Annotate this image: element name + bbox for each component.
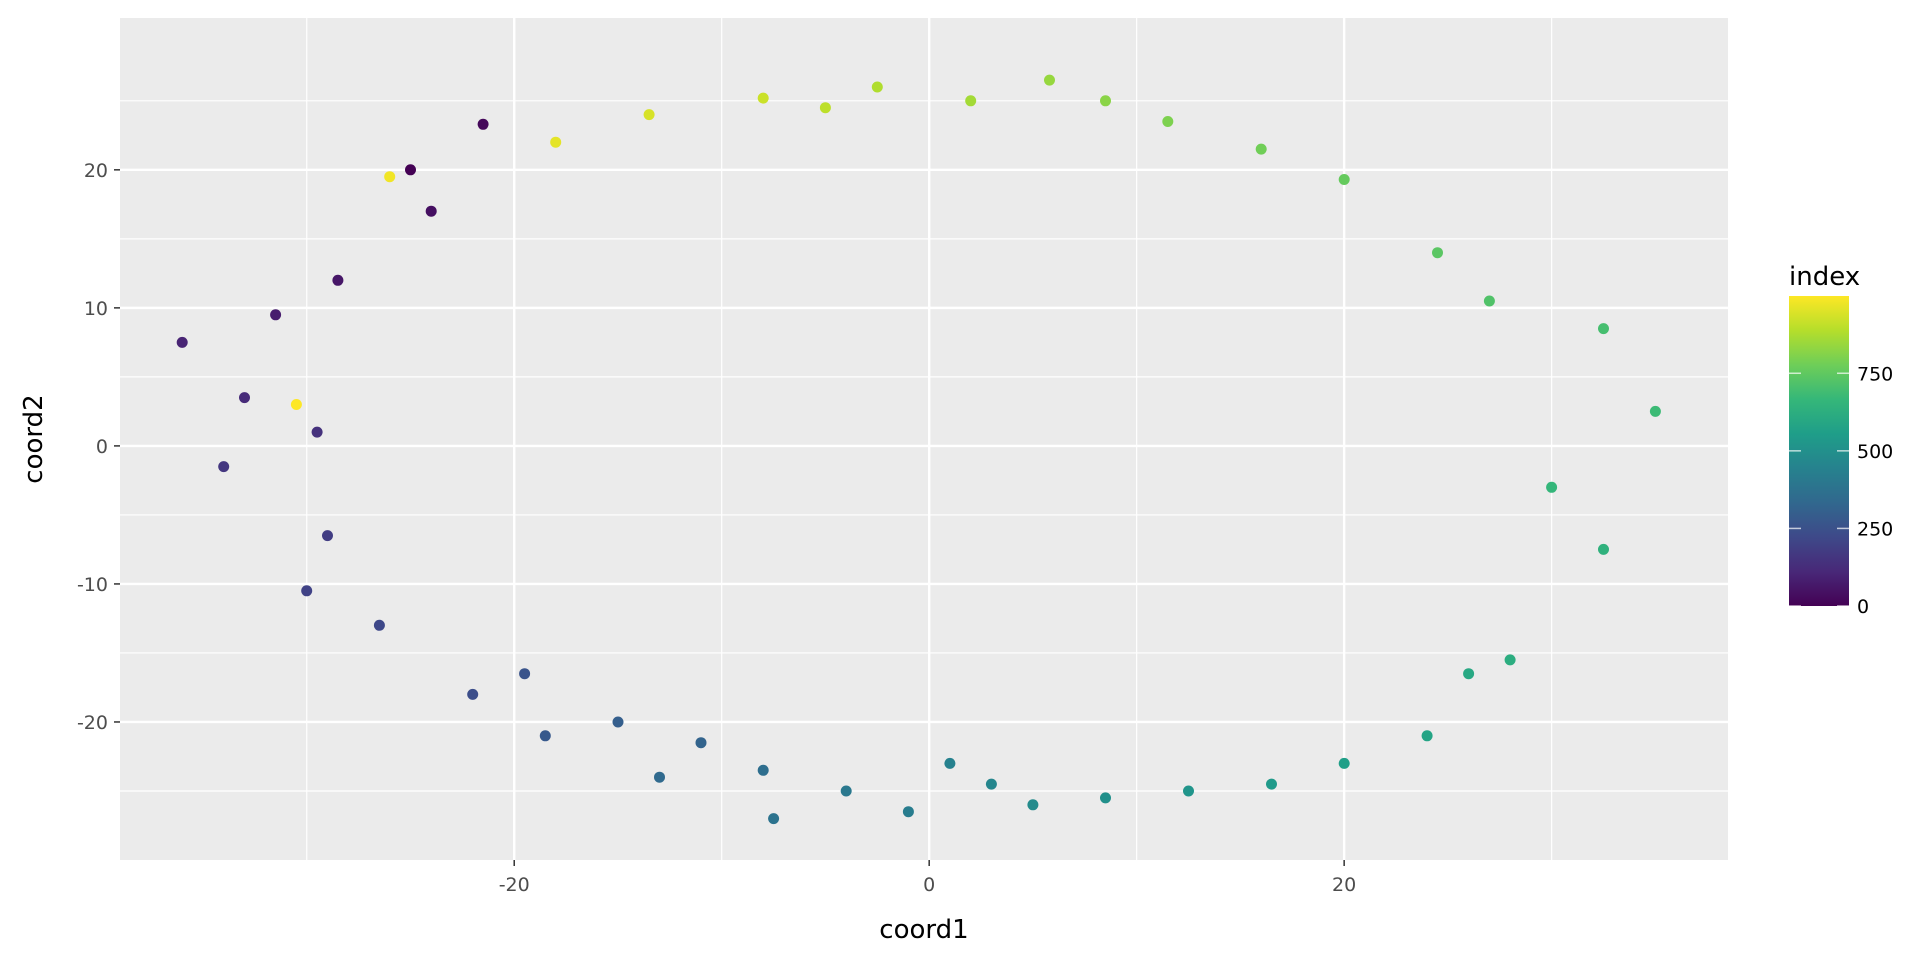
data-point [311,426,323,438]
data-point [902,806,914,818]
y-tick-label: -20 [77,712,108,734]
color-legend: index 0 250 500 750 [1789,262,1893,618]
data-point [301,585,313,597]
data-point [819,102,831,114]
data-point [550,136,562,148]
data-point [757,764,769,776]
data-point [467,688,479,700]
data-point [1027,799,1039,811]
x-axis-ticks: -20 0 20 [499,860,1356,896]
data-point [965,95,977,107]
legend-label: 0 [1857,596,1869,618]
data-point [1338,174,1350,185]
data-point [332,274,344,286]
x-tick-label: 0 [923,874,935,896]
data-point [1546,481,1558,493]
data-point [1598,323,1609,335]
data-point [612,716,624,728]
data-point [519,668,531,680]
data-point [1266,778,1277,790]
data-point [1483,295,1495,307]
legend-label: 500 [1857,441,1893,463]
y-tick-label: 20 [84,160,108,182]
data-point [1183,785,1194,797]
data-point [1338,757,1350,769]
data-point [477,118,489,130]
data-point [1432,247,1443,259]
minor-gridlines [120,18,1728,860]
data-point [695,737,707,749]
data-point [1421,730,1433,742]
legend-label: 750 [1857,363,1893,385]
y-tick-label: 10 [84,298,108,320]
data-point [1255,143,1267,155]
plot-panel [120,18,1728,860]
legend-title: index [1789,262,1860,292]
data-point [768,813,780,825]
y-tick-label: 0 [96,436,108,458]
data-point [539,730,551,742]
data-point [871,81,883,93]
data-point [218,461,230,473]
data-point [373,619,385,631]
y-axis-title: coord2 [19,394,49,483]
data-point [322,530,333,542]
data-point [840,785,852,797]
data-point [985,778,997,790]
data-point [1504,654,1516,666]
data-point [643,109,655,121]
data-point [384,171,396,183]
data-point [1100,95,1111,107]
data-point [290,399,302,410]
data-point [1598,543,1609,555]
data-point [1044,74,1055,86]
x-tick-label: -20 [499,874,530,896]
data-point [425,205,437,217]
y-tick-label: -10 [77,574,108,596]
x-axis-title: coord1 [879,915,968,945]
data-point [270,309,282,321]
data-point [654,771,665,783]
y-axis-ticks: -20 -10 0 10 20 [77,160,120,734]
data-point [176,336,188,348]
data-point [1100,792,1111,804]
data-point [1162,116,1174,127]
x-tick-label: 20 [1332,874,1356,896]
data-points [176,74,1661,825]
data-point [944,757,956,769]
data-point [757,92,769,104]
data-point [1649,405,1661,417]
data-point [405,164,416,176]
legend-label: 250 [1857,518,1893,540]
data-point [1463,668,1475,680]
major-gridlines [120,18,1728,860]
data-point [239,392,250,404]
legend-ticks: 0 250 500 750 [1789,363,1893,618]
